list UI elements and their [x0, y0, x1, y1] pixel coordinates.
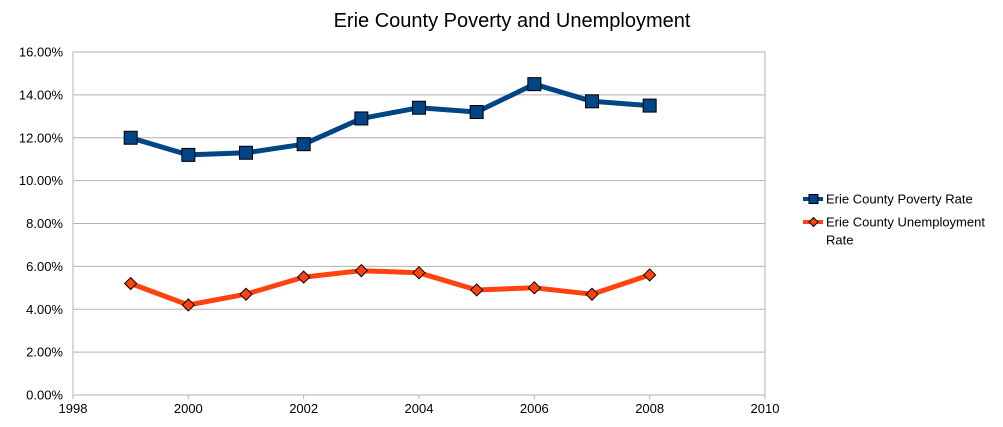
unemployment-data-point — [354, 263, 369, 278]
poverty-data-point — [239, 145, 253, 160]
y-tick-label: 4.00% — [26, 302, 63, 317]
unemployment-data-point — [123, 276, 138, 291]
y-tick-label: 8.00% — [26, 216, 63, 231]
legend: Erie County Poverty Rate Erie County Unem… — [803, 192, 985, 248]
unemployment-data-point — [527, 281, 542, 295]
x-tick-label: 1998 — [59, 401, 88, 416]
unemployment-data-point — [412, 266, 426, 280]
poverty-data-point — [469, 105, 484, 120]
unemployment-data-point — [642, 268, 657, 282]
y-tick-label: 2.00% — [26, 345, 63, 360]
x-tick-label: 2000 — [174, 401, 203, 416]
y-tick-label: 0.00% — [26, 388, 63, 403]
x-tick-label: 2002 — [289, 401, 318, 416]
poverty-data-point — [181, 147, 196, 162]
y-axis: 0.00% 2.00% 4.00% 6.00% 8.00% 10.00% 12.00% 14.… — [19, 45, 64, 403]
x-tick-label: 2010 — [751, 401, 780, 416]
x-axis: 1998 2000 2002 2004 2006 2008 2010 — [59, 395, 780, 416]
poverty-series-line — [128, 81, 653, 158]
legend-label-unemployment: Rate — [826, 233, 853, 248]
unemployment-data-point — [585, 287, 599, 301]
x-tick-label: 2004 — [405, 401, 434, 416]
poverty-data-point — [123, 130, 138, 145]
unemployment-series-line — [128, 268, 653, 308]
poverty-data-point — [412, 100, 426, 115]
chart-title: Erie County Poverty and Unemployment — [334, 10, 691, 32]
unemployment-data-point — [181, 298, 196, 312]
poverty-data-point — [527, 77, 542, 92]
y-tick-label: 12.00% — [19, 130, 64, 145]
y-tick-label: 16.00% — [19, 45, 64, 60]
series-group — [123, 77, 657, 312]
unemployment-data-point — [239, 287, 253, 301]
y-tick-label: 14.00% — [19, 87, 64, 102]
poverty-data-point — [354, 111, 369, 126]
x-tick-label: 2006 — [520, 401, 549, 416]
poverty-data-point — [642, 98, 657, 113]
legend-marker-poverty — [808, 194, 819, 204]
poverty-data-point — [296, 137, 311, 152]
poverty-data-point — [585, 94, 599, 109]
y-tick-label: 10.00% — [19, 173, 64, 188]
legend-marker-unemployment — [808, 216, 819, 228]
unemployment-data-point — [296, 270, 311, 284]
x-tick-label: 2008 — [635, 401, 664, 416]
unemployment-data-point — [469, 283, 484, 297]
legend-label-unemployment: Erie County Unemployment — [826, 215, 985, 230]
legend-label-poverty: Erie County Poverty Rate — [826, 192, 973, 207]
y-tick-label: 6.00% — [26, 259, 63, 274]
